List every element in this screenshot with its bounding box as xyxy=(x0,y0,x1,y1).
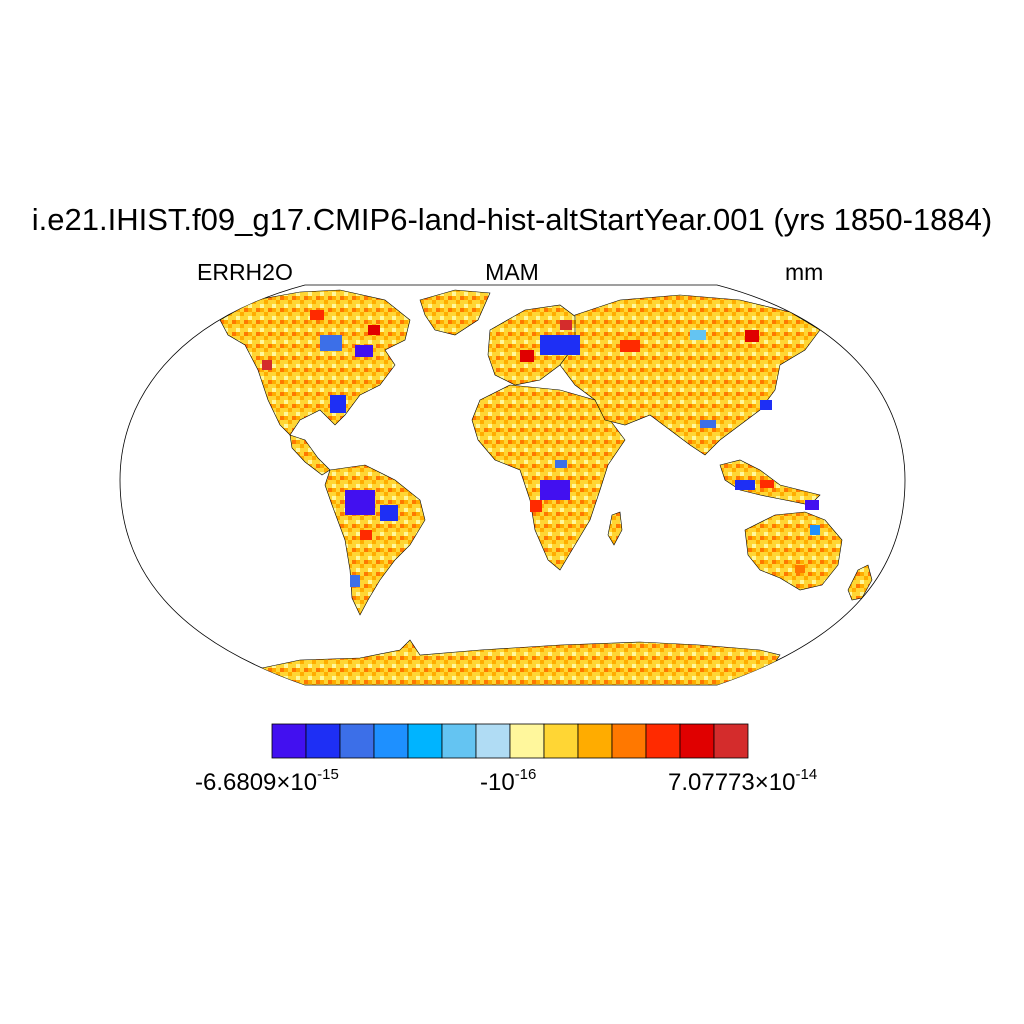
colorbar-box xyxy=(475,723,511,759)
variable-label: ERRH2O xyxy=(197,259,293,285)
colorbar-box xyxy=(543,723,579,759)
plot-title: i.e21.IHIST.f09_g17.CMIP6-land-hist-altS… xyxy=(31,202,993,237)
new-zealand-landmass xyxy=(847,564,873,601)
land-masses xyxy=(219,289,873,685)
colorbar-box xyxy=(713,723,749,759)
colorbar-box xyxy=(305,723,341,759)
madagascar-landmass xyxy=(607,511,623,546)
greenland-landmass xyxy=(419,289,491,336)
season-label: MAM xyxy=(485,259,539,285)
colorbar-box xyxy=(407,723,443,759)
colorbar-box xyxy=(441,723,477,759)
north-america-landmass xyxy=(219,289,411,436)
colorbar-box xyxy=(645,723,681,759)
colorbar-mid-label: -10-16 xyxy=(480,766,537,796)
colorbar-box xyxy=(271,723,307,759)
colorbar-box xyxy=(679,723,715,759)
units-label: mm xyxy=(785,259,824,285)
central-america-landmass xyxy=(289,434,331,476)
colorbar-min-label: -6.6809×10-15 xyxy=(195,766,339,796)
colorbar-box xyxy=(509,723,545,759)
colorbar-box xyxy=(373,723,409,759)
colorbar-max-label: 7.07773×10-14 xyxy=(668,766,818,796)
colorbar-box xyxy=(339,723,375,759)
data-anomaly-cells xyxy=(262,310,820,587)
colorbar-box xyxy=(577,723,613,759)
colorbar-box xyxy=(611,723,647,759)
